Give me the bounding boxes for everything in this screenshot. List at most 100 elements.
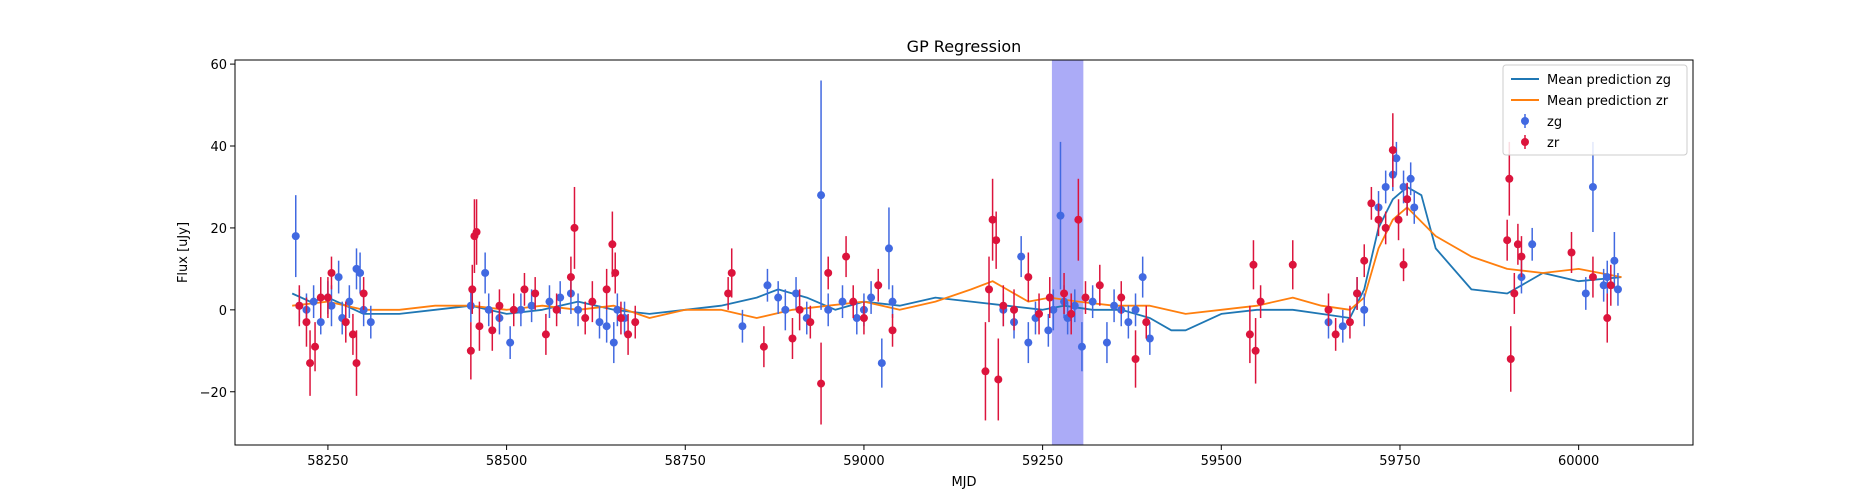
data-point-zr (1081, 293, 1090, 302)
data-point-zg (1603, 273, 1612, 282)
data-point-zr (1288, 260, 1297, 269)
data-point-zr (795, 305, 804, 314)
data-point-zg (309, 297, 318, 306)
x-axis-label: MJD (951, 475, 976, 490)
data-point-zr (849, 297, 858, 306)
data-point-zr (1505, 174, 1514, 183)
axes-layer: 58250 58500 58750 59000 59250 59500 59750 60000… (200, 58, 1600, 469)
x-tick-label: 58250 (307, 454, 348, 469)
data-point-zg (1610, 256, 1619, 265)
data-point-zr (981, 367, 990, 376)
y-tick-label: 0 (219, 304, 227, 319)
data-point-zr (611, 268, 620, 277)
data-point-zg (366, 318, 375, 327)
data-point-zg (1088, 297, 1097, 306)
data-point-zr (994, 375, 1003, 384)
legend-label: Mean prediction zg (1547, 73, 1671, 88)
data-point-zg (738, 322, 747, 331)
x-tick-label: 59250 (1022, 454, 1063, 469)
data-point-zr (475, 322, 484, 331)
data-point-zr (1067, 309, 1076, 318)
data-point-zg (888, 297, 897, 306)
data-point-zr (1353, 289, 1362, 298)
data-point-zr (1381, 223, 1390, 232)
data-point-zr (1345, 318, 1354, 327)
data-point-zg (516, 305, 525, 314)
data-point-zg (506, 338, 515, 347)
data-point-zr (466, 346, 475, 355)
data-point-zr (1503, 236, 1512, 245)
legend-item-zg-prediction: Mean prediction zg (1511, 73, 1671, 88)
data-point-zr (359, 289, 368, 298)
legend-item-zr-prediction: Mean prediction zr (1511, 94, 1669, 109)
data-point-zr (824, 268, 833, 277)
data-point-zr (1603, 314, 1612, 323)
data-point-zr (472, 228, 481, 237)
series-zr (295, 113, 1615, 425)
data-point-zr (727, 268, 736, 277)
data-point-zr (1388, 146, 1397, 155)
data-point-zr (817, 379, 826, 388)
data-point-zr (842, 252, 851, 261)
data-point-zr (1513, 240, 1522, 249)
data-point-zg (556, 293, 565, 302)
data-point-zr (1403, 195, 1412, 204)
data-point-zr (859, 314, 868, 323)
data-point-zr (520, 285, 529, 294)
data-point-zg (884, 244, 893, 253)
mean-prediction-zr-line (292, 206, 1622, 319)
legend-item-zg: zg (1521, 114, 1562, 130)
data-point-zr (1606, 281, 1615, 290)
data-point-zg (1613, 285, 1622, 294)
data-point-zg (1044, 326, 1053, 335)
data-point-zr (1045, 293, 1054, 302)
data-point-zr (570, 223, 579, 232)
data-point-zr (992, 236, 1001, 245)
data-point-zg (1024, 338, 1033, 347)
data-point-zg (545, 297, 554, 306)
data-point-zr (1117, 293, 1126, 302)
data-point-zr (566, 273, 575, 282)
data-point-zr (531, 289, 540, 298)
data-point-zg (481, 268, 490, 277)
data-point-zr (1131, 354, 1140, 363)
data-point-zr (608, 240, 617, 249)
data-point-zg (1070, 301, 1079, 310)
y-axis-label: Flux [uJy] (176, 222, 191, 283)
data-point-zr (1010, 305, 1019, 314)
data-point-zr (724, 289, 733, 298)
data-point-zr (323, 293, 332, 302)
data-point-zg (1110, 301, 1119, 310)
data-point-zr (348, 330, 357, 339)
data-point-zg (609, 338, 618, 347)
data-point-zr (602, 285, 611, 294)
data-point-zr (588, 297, 597, 306)
data-point-zg (1399, 182, 1408, 191)
data-point-zr (1024, 273, 1033, 282)
data-point-zr (788, 334, 797, 343)
legend: Mean prediction zg Mean prediction zr zg zr (1502, 64, 1688, 156)
data-point-zr (327, 268, 336, 277)
y-tick-label: 20 (210, 222, 227, 237)
data-point-zr (295, 301, 304, 310)
data-point-zg (602, 322, 611, 331)
data-point-zg (792, 289, 801, 298)
data-point-zr (1331, 330, 1340, 339)
data-point-zg (774, 293, 783, 302)
data-point-zg (484, 305, 493, 314)
data-point-zr (552, 305, 561, 314)
data-point-zr (1588, 273, 1597, 282)
data-point-zg (613, 305, 622, 314)
data-point-zg (1102, 338, 1111, 347)
data-point-zr (1245, 330, 1254, 339)
data-point-zg (838, 297, 847, 306)
data-point-zr (888, 326, 897, 335)
data-point-zr (1399, 260, 1408, 269)
data-point-zr (341, 318, 350, 327)
data-point-zr (311, 342, 320, 351)
data-point-zr (488, 326, 497, 335)
legend-swatch-point (1521, 117, 1529, 125)
data-point-zg (824, 305, 833, 314)
data-point-zr (1142, 318, 1151, 327)
